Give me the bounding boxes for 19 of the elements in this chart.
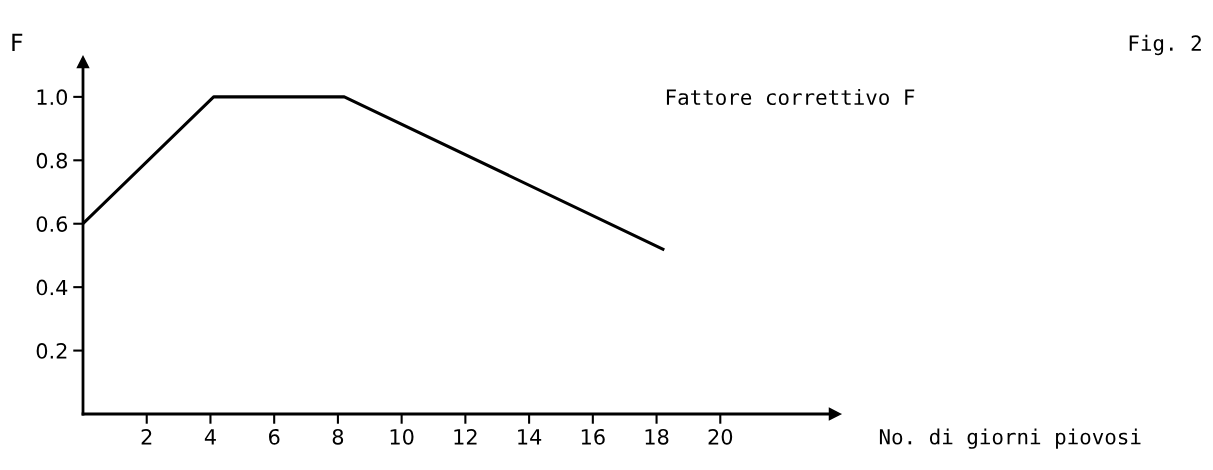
text: Fig. 2	[1129, 34, 1201, 56]
annotation: Fattore correttivo F	[666, 88, 915, 106]
x-tick-label: 10	[390, 428, 414, 445]
x-tick-label: 16	[581, 428, 605, 445]
x-tick-label: 18	[645, 428, 669, 445]
x-tick-label: 6	[269, 428, 280, 445]
y-tick-label: 0.6	[36, 216, 68, 232]
y-tick-label: 1.0	[37, 89, 68, 106]
x-tick-label: 14	[518, 429, 542, 445]
y-tick-label: 0.2	[36, 343, 67, 359]
x-tick-label: 12	[454, 428, 477, 445]
y-tick-label: 0.4	[36, 279, 68, 296]
y-axis-title: F	[12, 33, 23, 51]
x-tick-label: 20	[708, 428, 733, 445]
y-tick-label: 0.8	[36, 152, 67, 169]
x-tick-label: 8	[332, 428, 344, 445]
x-axis-title: No. di giorni piovosi	[879, 428, 1141, 449]
x-tick-label: 2	[141, 428, 152, 445]
x-tick-label: 4	[204, 429, 216, 445]
